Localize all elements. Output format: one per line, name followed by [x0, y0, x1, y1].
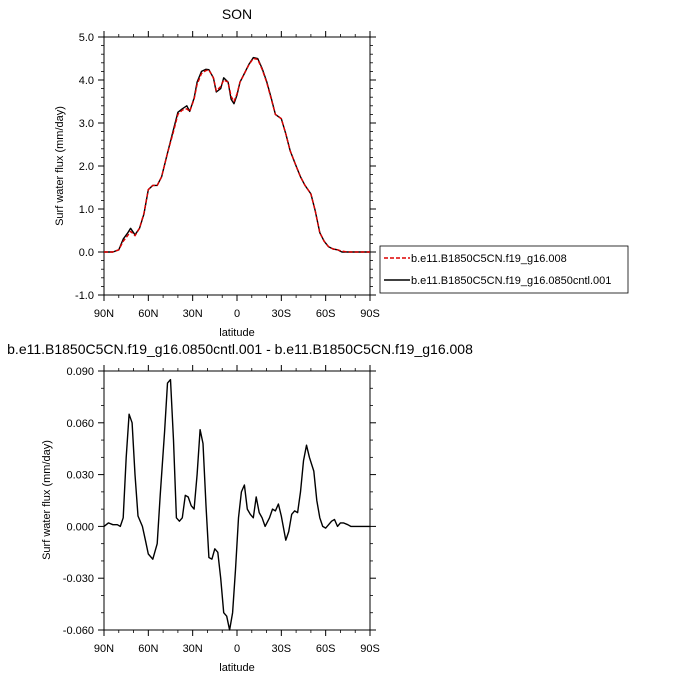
y-tick-label: 0.090: [66, 366, 94, 378]
top-series-line-2: [104, 56, 370, 253]
x-tick-label: 90S: [360, 643, 380, 655]
y-tick-label: 2.0: [79, 161, 94, 173]
y-tick-label: 4.0: [79, 75, 94, 87]
bottom-x-axis-label: latitude: [219, 662, 254, 674]
top-plot-frame: [103, 36, 371, 296]
y-tick-label: 0.000: [66, 521, 94, 533]
bottom-chart-title: b.e11.B1850C5CN.f19_g16.0850cntl.001 - b…: [7, 341, 473, 357]
top-panel: SON 90N 60N 30N 0 30S 60S 90S -1.0 0.0 1.0 2.0 3.0 4…: [54, 6, 380, 339]
x-tick-label: 30N: [183, 308, 203, 320]
x-tick-label: 30S: [272, 308, 292, 320]
x-tick-label: 90S: [360, 308, 380, 320]
legend-label-series-2: b.e11.B1850C5CN.f19_g16.0850cntl.001: [411, 275, 611, 287]
top-x-axis-label: latitude: [219, 327, 254, 339]
x-tick-label: 30S: [272, 643, 292, 655]
y-tick-label: 3.0: [79, 118, 94, 130]
x-tick-label: 90N: [94, 643, 114, 655]
bottom-panel: b.e11.B1850C5CN.f19_g16.0850cntl.001 - b…: [7, 341, 473, 674]
y-tick-label: -1.0: [75, 290, 94, 302]
y-tick-label: 0.030: [66, 470, 94, 482]
x-tick-label: 60N: [138, 643, 158, 655]
legend-label-series-1: b.e11.B1850C5CN.f19_g16.008: [411, 253, 567, 265]
x-tick-label: 90N: [94, 308, 114, 320]
x-tick-label: 60S: [316, 308, 336, 320]
y-tick-label: -0.030: [63, 573, 94, 585]
legend: b.e11.B1850C5CN.f19_g16.008 b.e11.B1850C…: [379, 245, 629, 294]
x-tick-label: 0: [234, 308, 240, 320]
bottom-plot-area: 90N 60N 30N 0 30S 60S 90S -0.060 -0.030 0.000 0.03…: [63, 365, 380, 655]
top-chart-title: SON: [222, 6, 252, 22]
top-plot-area: 90N 60N 30N 0 30S 60S 90S -1.0 0.0 1.0 2.0 3.0 4.0 5.…: [75, 31, 380, 320]
bottom-series-line-1: [103, 378, 370, 631]
bottom-plot-frame: [103, 370, 371, 631]
legend-box: [379, 245, 629, 294]
top-y-axis-label: Surf water flux (mm/day): [54, 106, 66, 226]
x-tick-label: 60N: [138, 308, 158, 320]
y-tick-label: 0.0: [79, 247, 94, 259]
x-tick-label: 60S: [316, 643, 336, 655]
y-tick-label: -0.060: [63, 625, 94, 637]
y-tick-label: 5.0: [79, 32, 94, 44]
x-tick-label: 0: [234, 643, 240, 655]
x-tick-label: 30N: [183, 643, 203, 655]
y-tick-label: 0.060: [66, 418, 94, 430]
y-tick-label: 1.0: [79, 204, 94, 216]
top-series-line-1: [104, 57, 370, 253]
bottom-y-axis-label: Surf water flux (mm/day): [41, 440, 53, 560]
